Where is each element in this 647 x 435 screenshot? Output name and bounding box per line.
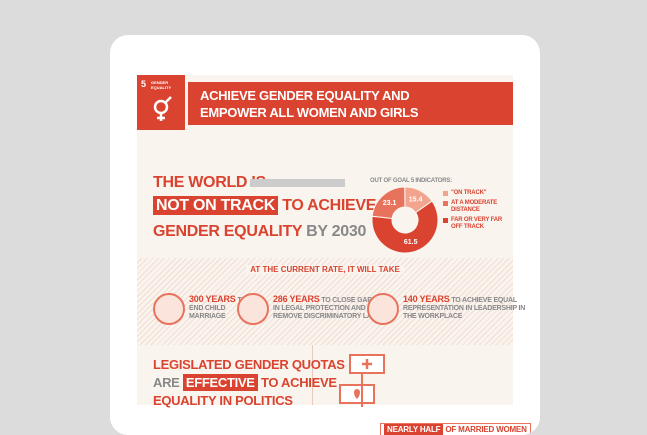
status-line-3: GENDER EQUALITY BY 2030 xyxy=(153,223,366,241)
legend-swatch xyxy=(443,201,448,206)
page: 5 GENDER EQUALITY ACHIEVE GENDER EQUALIT… xyxy=(110,35,540,435)
status-line-3-text: GENDER EQUALITY xyxy=(153,223,303,240)
donut-value-label: 61.5 xyxy=(404,239,418,246)
status-line-2: NOT ON TRACK TO ACHIEVE xyxy=(153,196,377,215)
status-line-1: THE WORLD IS xyxy=(153,174,266,191)
rate-item: 286 YEARS TO CLOSE GAPS IN LEGAL PROTECT… xyxy=(273,295,383,321)
quotas-pre: ARE xyxy=(153,375,180,390)
signpost-icon xyxy=(339,354,385,407)
infographic: 5 GENDER EQUALITY ACHIEVE GENDER EQUALIT… xyxy=(137,75,531,435)
header-band: ACHIEVE GENDER EQUALITY AND EMPOWER ALL … xyxy=(188,82,513,125)
gender-icon xyxy=(153,96,172,121)
donut-value-label: 15.4 xyxy=(409,196,423,203)
donut-title: OUT OF GOAL 5 INDICATORS: xyxy=(370,178,453,184)
header-title-1: ACHIEVE GENDER EQUALITY AND xyxy=(200,88,410,103)
goal-number: 5 xyxy=(141,79,147,89)
donut-value-label: 23.1 xyxy=(383,200,397,207)
quotas-highlight: EFFECTIVE xyxy=(182,374,258,391)
legend-swatch xyxy=(443,191,448,196)
rate-heading: AT THE CURRENT RATE, IT WILL TAKE xyxy=(137,265,513,274)
goal-badge: 5 GENDER EQUALITY xyxy=(137,75,185,130)
rate-item: 140 YEARS TO ACHIEVE EQUAL REPRESENTATIO… xyxy=(403,295,538,321)
rate-heading-text: AT THE CURRENT RATE, IT WILL TAKE xyxy=(246,265,404,274)
rate-icon xyxy=(153,293,185,325)
rate-text: TO CLOSE GAPS IN LEGAL PROTECTION AND RE… xyxy=(273,297,383,320)
quotas-post: TO ACHIEVE xyxy=(261,375,337,390)
quotas-line-1: LEGISLATED GENDER QUOTAS xyxy=(153,357,345,372)
card: 5 GENDER EQUALITY ACHIEVE GENDER EQUALIT… xyxy=(110,35,540,435)
status-highlight: NOT ON TRACK xyxy=(153,196,279,215)
legend-swatch xyxy=(443,218,448,223)
rate-years: 286 YEARS xyxy=(273,294,320,304)
quotas-line-2: ARE EFFECTIVE TO ACHIEVE xyxy=(153,374,337,391)
legend-label: AT A MODERATE DISTANCE xyxy=(451,200,498,213)
quotas-line-3: EQUALITY IN POLITICS xyxy=(153,393,293,408)
status-rest: TO ACHIEVE xyxy=(282,197,377,214)
donut-legend: "ON TRACK" AT A MODERATE DISTANCE FAR OR V… xyxy=(443,190,511,234)
legend-label: "ON TRACK" xyxy=(451,190,487,196)
rate-years: 140 YEARS xyxy=(403,294,450,304)
marriage-highlight: NEARLY HALF xyxy=(384,424,444,435)
gray-bar xyxy=(250,179,345,187)
rate-icon xyxy=(237,293,269,325)
marriage-rest: OF MARRIED WOMEN xyxy=(445,425,527,434)
rate-icon xyxy=(367,293,399,325)
legend-label: FAR OR VERY FAR OFF TRACK xyxy=(451,217,503,230)
rate-years: 300 YEARS xyxy=(189,294,236,304)
status-year: BY 2030 xyxy=(306,223,367,240)
marriage-box: NEARLY HALF OF MARRIED WOMEN xyxy=(380,423,531,435)
divider xyxy=(312,345,313,405)
header-title-2: EMPOWER ALL WOMEN AND GIRLS xyxy=(200,105,419,120)
legend-item: AT A MODERATE DISTANCE xyxy=(443,200,511,214)
donut-segment xyxy=(371,200,439,254)
goal-label: GENDER EQUALITY xyxy=(151,80,172,90)
donut-chart: 15.4 23.1 61.5 xyxy=(371,186,439,254)
rate-text: TO ACHIEVE EQUAL REPRESENTATION IN LEADE… xyxy=(403,297,526,320)
legend-item: FAR OR VERY FAR OFF TRACK xyxy=(443,217,511,231)
legend-item: "ON TRACK" xyxy=(443,190,511,197)
